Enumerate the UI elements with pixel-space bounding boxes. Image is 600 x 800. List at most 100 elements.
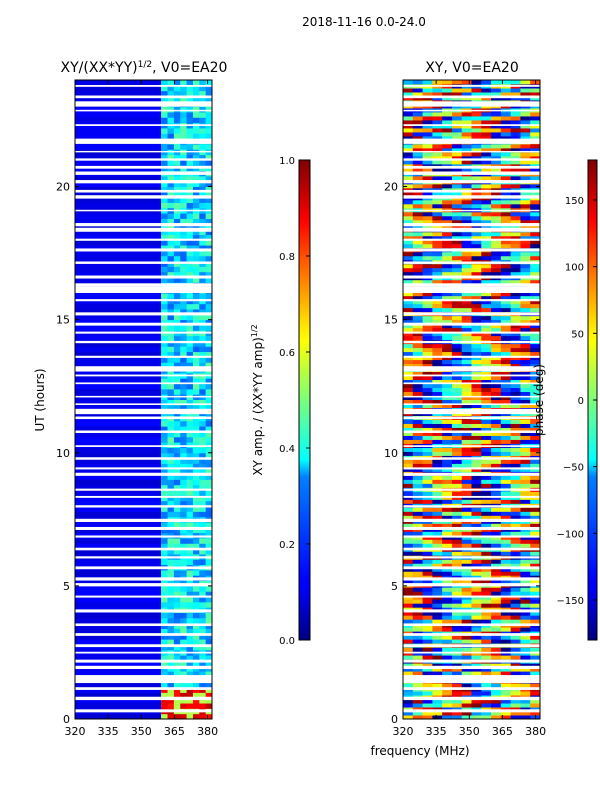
amplitude-high-band-cell — [161, 229, 169, 235]
phase-cell — [471, 379, 482, 385]
phase-cell — [500, 235, 512, 241]
amplitude-high-band-cell — [180, 644, 188, 651]
amplitude-high-band-cell — [167, 191, 175, 198]
amplitude-high-band-cell — [167, 80, 175, 86]
flagged-gap — [403, 139, 540, 144]
phase-cell — [403, 615, 414, 620]
amplitude-high-band-cell — [180, 623, 188, 629]
amplitude-high-band-cell — [167, 308, 175, 315]
phase-cell — [422, 551, 433, 556]
phase-cell — [530, 211, 541, 217]
phase-cell — [471, 403, 482, 408]
amplitude-high-band-cell — [161, 383, 169, 390]
phase-cell — [471, 627, 482, 632]
amplitude-high-band-cell — [186, 671, 194, 677]
phase-cell — [530, 323, 541, 329]
amplitude-high-band-cell — [186, 479, 194, 486]
phase-cell — [471, 351, 482, 357]
phase-cell — [412, 359, 424, 365]
amplitude-high-band-cell — [180, 319, 188, 326]
amplitude-low-band-cell — [75, 612, 162, 619]
amplitude-high-band-cell — [205, 617, 213, 624]
amplitude-high-band-cell — [173, 537, 181, 544]
phase-x-tick-label: 350 — [459, 725, 480, 738]
phase-cell — [520, 359, 531, 365]
phase-cell — [491, 191, 502, 197]
phase-cell — [530, 463, 541, 468]
amplitude-high-band-cell — [180, 463, 188, 470]
phase-cell — [481, 91, 492, 97]
phase-cell — [471, 655, 482, 660]
amplitude-high-band-cell — [173, 458, 181, 464]
phase-cell — [442, 427, 453, 432]
phase-cell — [510, 627, 521, 632]
phase-cell — [481, 567, 492, 572]
amplitude-high-band-cell — [167, 633, 175, 640]
phase-cell — [412, 155, 424, 161]
phase-cell — [471, 567, 482, 572]
phase-cell — [510, 291, 521, 297]
amplitude-high-band-cell — [186, 703, 194, 709]
amplitude-high-band-cell — [161, 479, 169, 486]
amplitude-high-band-cell — [173, 569, 181, 576]
amplitude-high-band-cell — [199, 559, 207, 566]
amplitude-high-band-cell — [180, 202, 188, 209]
phase-cell — [422, 599, 433, 604]
amplitude-high-band-cell — [205, 511, 213, 518]
phase-cell — [412, 475, 424, 480]
phase-cell — [461, 419, 472, 424]
phase-cell — [500, 491, 512, 496]
amplitude-low-band-cell — [75, 681, 162, 688]
phase-cell — [500, 119, 512, 125]
amplitude-high-band-cell — [199, 346, 207, 353]
phase-cell — [520, 235, 531, 241]
amplitude-high-band-cell — [199, 319, 207, 326]
amplitude-high-band-cell — [173, 303, 181, 310]
phase-cell — [451, 319, 463, 325]
phase-cell — [510, 663, 521, 668]
phase-cell — [510, 711, 521, 716]
phase-cell — [520, 567, 531, 572]
amplitude-high-band-cell — [205, 197, 213, 203]
phase-cell — [520, 267, 531, 273]
amplitude-low-band-cell — [75, 111, 162, 118]
phase-cell — [481, 447, 492, 452]
phase-cell — [520, 599, 531, 604]
phase-cell — [442, 543, 453, 548]
flagged-gap — [75, 171, 212, 175]
flagged-gap — [75, 248, 212, 252]
amplitude-high-band-cell — [167, 639, 175, 645]
amplitude-high-band-cell — [180, 569, 188, 576]
phase-cell — [500, 80, 512, 85]
amplitude-high-band-cell — [199, 713, 207, 720]
amplitude-high-band-cell — [167, 436, 175, 443]
phase-cell — [510, 351, 521, 357]
phase-cell — [451, 451, 463, 456]
phase-cell — [403, 499, 414, 504]
phase-cell — [422, 511, 433, 516]
phase-cell — [491, 475, 502, 480]
amplitude-high-band-cell — [161, 223, 169, 230]
phase-cell — [491, 483, 502, 488]
amplitude-high-band-cell — [173, 474, 181, 480]
phase-cell — [403, 451, 414, 456]
amplitude-high-band-cell — [167, 623, 175, 629]
phase-cell — [412, 203, 424, 209]
phase-cell — [520, 383, 531, 389]
phase-cell — [520, 427, 531, 432]
amplitude-high-band-cell — [199, 585, 207, 592]
amplitude-high-band-cell — [205, 644, 213, 651]
amplitude-high-band-cell — [186, 500, 194, 507]
amplitude-high-band-cell — [205, 85, 213, 92]
phase-cell — [422, 711, 433, 716]
amplitude-low-band-cell — [75, 436, 162, 443]
phase-cell — [403, 599, 414, 604]
phase-cell — [481, 319, 492, 325]
phase-cell — [403, 511, 414, 516]
amplitude-high-band-cell — [161, 324, 169, 331]
phase-cell — [520, 491, 531, 496]
flagged-gap — [403, 158, 540, 161]
phase-cell — [442, 655, 453, 660]
phase-cell — [432, 667, 443, 672]
phase-cell — [471, 543, 482, 548]
